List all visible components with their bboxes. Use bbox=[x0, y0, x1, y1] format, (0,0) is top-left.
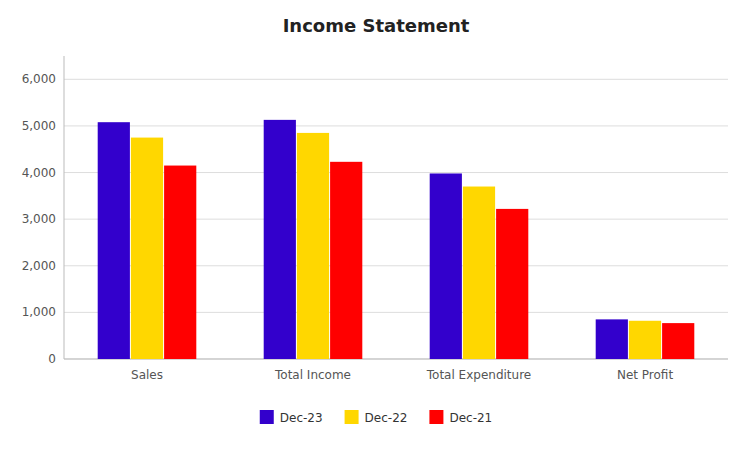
grid-line bbox=[64, 359, 728, 360]
legend-item: Dec-22 bbox=[345, 410, 408, 425]
bar bbox=[430, 173, 462, 359]
legend-label: Dec-21 bbox=[449, 411, 492, 425]
bar bbox=[297, 133, 329, 359]
grid-line bbox=[64, 312, 728, 313]
bar bbox=[496, 209, 528, 359]
x-tick-label: Net Profit bbox=[617, 368, 673, 382]
bar bbox=[463, 187, 495, 359]
bar bbox=[629, 321, 661, 359]
legend-label: Dec-23 bbox=[280, 411, 323, 425]
y-tick-label: 0 bbox=[48, 352, 56, 366]
grid bbox=[64, 79, 728, 359]
y-tick-label: 5,000 bbox=[22, 119, 56, 133]
y-tick-label: 4,000 bbox=[22, 166, 56, 180]
legend-swatch bbox=[429, 410, 443, 424]
y-tick-label: 6,000 bbox=[22, 72, 56, 86]
bar bbox=[330, 162, 362, 359]
grid-line bbox=[64, 219, 728, 220]
legend-swatch bbox=[345, 410, 359, 424]
page: {"chart_data": {"type": "bar", "title": … bbox=[0, 0, 752, 451]
y-tick-label: 1,000 bbox=[22, 305, 56, 319]
chart: Income Statement 0 1,000 2,000 3,000 4,000 5,0… bbox=[0, 0, 752, 451]
legend-swatch bbox=[260, 410, 274, 424]
x-tick-label: Sales bbox=[131, 368, 163, 382]
x-tick-label: Total Expenditure bbox=[426, 368, 531, 382]
legend: Dec-23 Dec-22 Dec-21 bbox=[260, 410, 492, 425]
y-tick-labels: 0 1,000 2,000 3,000 4,000 5,000 6,000 bbox=[22, 72, 56, 366]
legend-label: Dec-22 bbox=[365, 411, 408, 425]
bar bbox=[164, 166, 196, 359]
bar bbox=[131, 138, 163, 359]
bars bbox=[98, 120, 695, 359]
bar bbox=[662, 323, 694, 359]
grid-line bbox=[64, 265, 728, 266]
grid-line bbox=[64, 79, 728, 80]
bar bbox=[596, 319, 628, 359]
bar bbox=[264, 120, 296, 359]
y-tick-label: 3,000 bbox=[22, 212, 56, 226]
x-tick-label: Total Income bbox=[274, 368, 351, 382]
y-tick-label: 2,000 bbox=[22, 259, 56, 273]
grid-line bbox=[64, 125, 728, 126]
x-tick-labels: Sales Total Income Total Expenditure Net Pr… bbox=[131, 368, 673, 382]
legend-item: Dec-21 bbox=[429, 410, 492, 425]
x-axis-line bbox=[64, 359, 728, 360]
y-axis-line bbox=[64, 56, 65, 359]
bar bbox=[98, 122, 130, 359]
legend-item: Dec-23 bbox=[260, 410, 323, 425]
title: Income Statement bbox=[283, 15, 470, 36]
grid-line bbox=[64, 172, 728, 173]
